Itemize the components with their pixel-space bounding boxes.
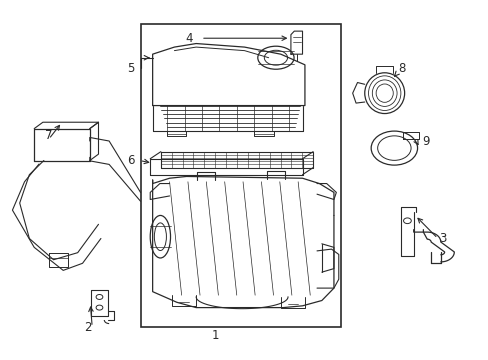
Text: 8: 8 [397, 62, 405, 75]
Text: 9: 9 [421, 135, 428, 148]
Text: 5: 5 [127, 62, 134, 75]
Text: 1: 1 [211, 329, 219, 342]
Text: 4: 4 [185, 32, 192, 45]
Text: 7: 7 [45, 129, 52, 142]
Text: 6: 6 [127, 154, 134, 167]
Text: 3: 3 [438, 232, 446, 245]
Text: 2: 2 [83, 321, 91, 334]
Bar [140, 24, 341, 327]
